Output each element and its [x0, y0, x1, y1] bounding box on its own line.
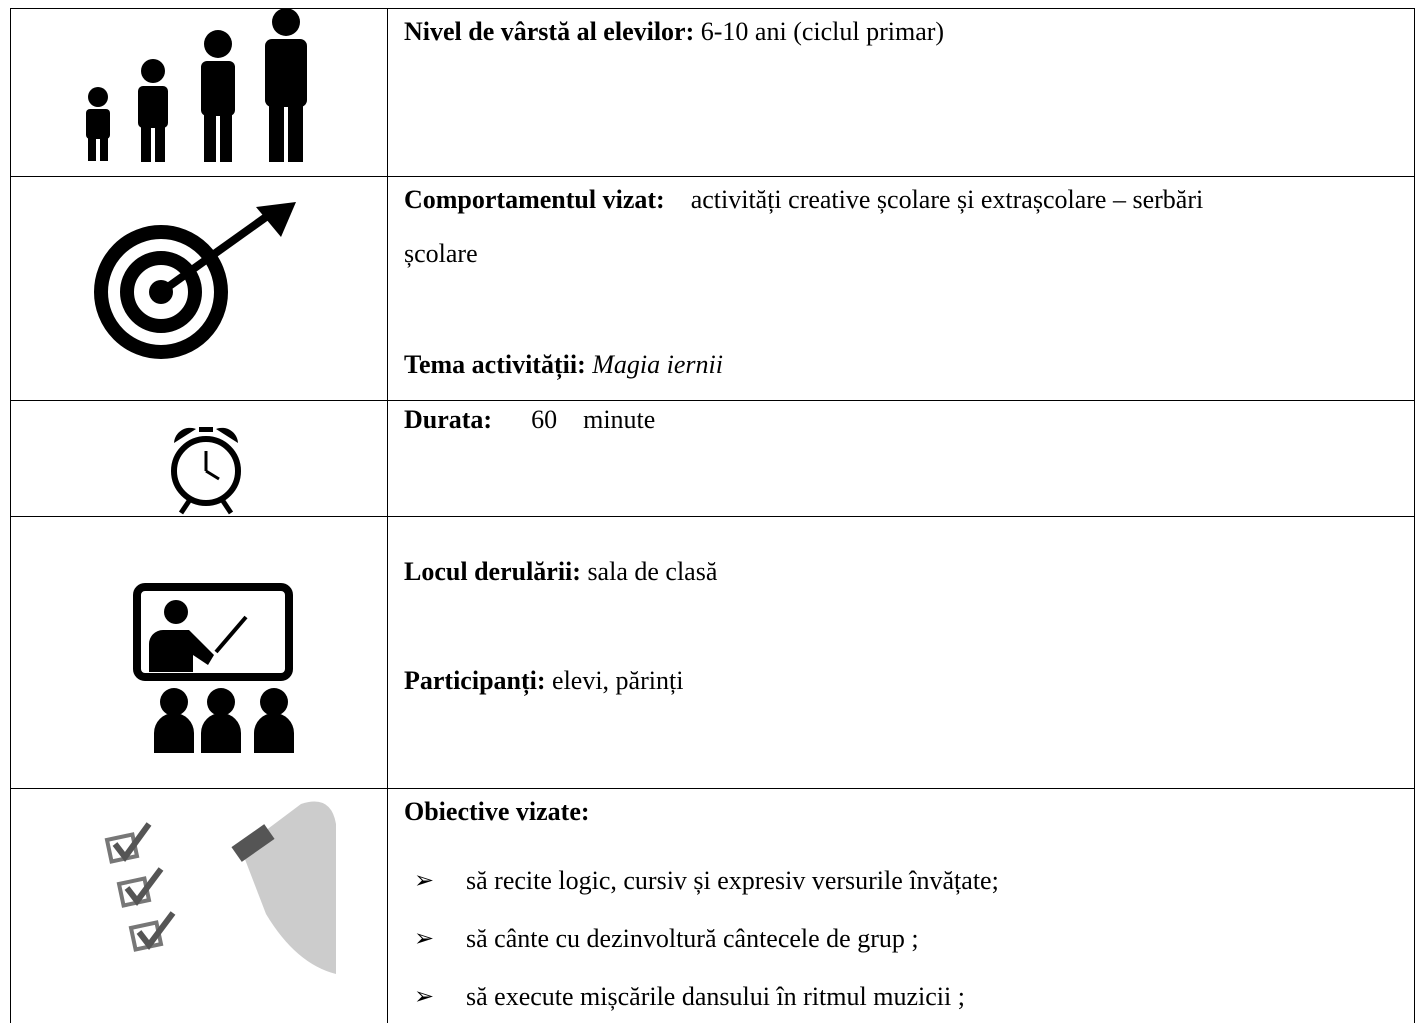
field: Tema activității: Magia iernii [404, 350, 723, 380]
bullet-text: să execute mișcările dansului în ritmul … [466, 982, 965, 1011]
field: Locul derulării: sala de clasă [404, 557, 717, 587]
classroom-icon [133, 583, 294, 753]
field-value: 60 [531, 405, 558, 434]
field-label: Comportamentul vizat: [404, 185, 665, 214]
field-label: Durata: [404, 405, 493, 434]
field-value: elevi, părinți [552, 666, 684, 695]
table-row: Locul derulării: sala de clasă Participa… [10, 516, 1415, 788]
icon-cell [11, 177, 388, 400]
field-unit: minute [583, 405, 656, 434]
field-value: 6-10 ani (ciclul primar) [700, 17, 945, 46]
bullet-marker: ➢ [414, 984, 435, 1010]
field-value: Magia iernii [592, 350, 723, 379]
clock-icon [171, 427, 241, 515]
target-icon [94, 202, 296, 359]
table-row: Obiective vizate: ➢ să recite logic, curs… [10, 788, 1415, 1023]
table-row: Nivel de vârstă al elevilor: 6-10 ani (c… [10, 8, 1415, 176]
bullet-marker: ➢ [414, 926, 435, 952]
icon-cell [11, 789, 388, 1023]
table-row: Comportamentul vizat: activități creativ… [10, 176, 1415, 400]
icon-cell [11, 9, 388, 176]
table-row: Durata: 60 minute [10, 400, 1415, 516]
bullet-marker: ➢ [414, 868, 435, 894]
field-label: Nivel de vârstă al elevilor: [404, 17, 695, 46]
field-value: sala de clasă [587, 557, 718, 586]
field-value: școlare [404, 239, 478, 268]
icon-cell [11, 401, 388, 516]
field-value: activități creative școlare și extrașcol… [690, 185, 1204, 214]
field-label: Locul derulării: [404, 557, 581, 586]
bullet-text: să cânte cu dezinvoltură cântecele de gr… [466, 924, 919, 953]
field-label: Participanți: [404, 666, 546, 695]
field: Durata: 60 minute [404, 405, 655, 435]
children-icon [86, 9, 307, 162]
field-label: Tema activității: [404, 350, 586, 379]
checklist-icon [104, 801, 336, 974]
bullet-text: să recite logic, cursiv și expresiv vers… [466, 866, 999, 895]
icon-cell [11, 517, 388, 788]
field: Obiective vizate: [404, 797, 590, 827]
field: Participanți: elevi, părinți [404, 666, 683, 696]
field: Nivel de vârstă al elevilor: 6-10 ani (c… [404, 17, 944, 47]
field-label: Obiective vizate: [404, 797, 590, 826]
field: Comportamentul vizat: activități creativ… [404, 185, 1203, 215]
